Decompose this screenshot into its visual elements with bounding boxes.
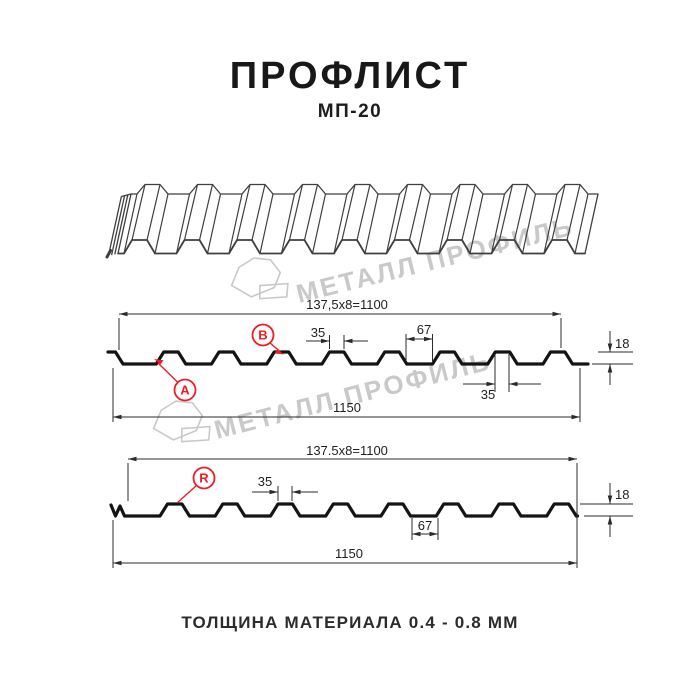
material-thickness-note: ТОЛЩИНА МАТЕРИАЛА 0.4 - 0.8 ММ (181, 613, 519, 632)
dim-rib-top: 35 (311, 325, 325, 340)
dim-height-bottom: 18 (615, 487, 629, 502)
brand-logo-fold-icon (180, 425, 211, 443)
marker-r-circle (192, 466, 216, 490)
dim-valley-bottom: 67 (418, 518, 432, 533)
brand-logo-icon (152, 400, 204, 441)
page-title: ПРОФЛИСТ (229, 55, 471, 97)
brand-logo-icon (230, 257, 282, 298)
marker-r-label: R (199, 471, 209, 486)
dim-total-top: 1150 (333, 400, 361, 415)
dim-total-bottom: 1150 (335, 546, 363, 561)
dim-rib-bottom-section: 35 (258, 474, 272, 489)
marker-a-leader (157, 362, 179, 384)
marker-b-label: B (258, 328, 267, 343)
dim-pitch-bottom: 137.5x8=1100 (306, 443, 388, 458)
cross-section-front-linework (106, 311, 633, 422)
sheet-3d-view (105, 183, 599, 259)
profile-model-label: МП-20 (317, 101, 383, 122)
dim-rib-bottom: 35 (481, 387, 495, 402)
watermark-text: МЕТАЛЛ ПРОФИЛЬ (293, 211, 577, 309)
watermark-text: МЕТАЛЛ ПРОФИЛЬ (211, 345, 494, 444)
brand-logo-fold-icon (258, 282, 289, 300)
dim-valley-top: 67 (417, 322, 431, 337)
marker-r-leader (176, 484, 197, 504)
marker-a-circle (173, 378, 197, 402)
marker-a-arrow-icon (154, 359, 164, 365)
marker-b-arrow-icon (274, 349, 284, 355)
marker-b-circle (251, 323, 275, 347)
dim-pitch-top: 137,5x8=1100 (306, 297, 388, 312)
dim-height-top: 18 (615, 336, 629, 351)
watermark-1: МЕТАЛЛ ПРОФИЛЬ (230, 211, 577, 309)
cross-section-reverse-linework (109, 456, 633, 568)
marker-a-label: A (180, 383, 190, 398)
